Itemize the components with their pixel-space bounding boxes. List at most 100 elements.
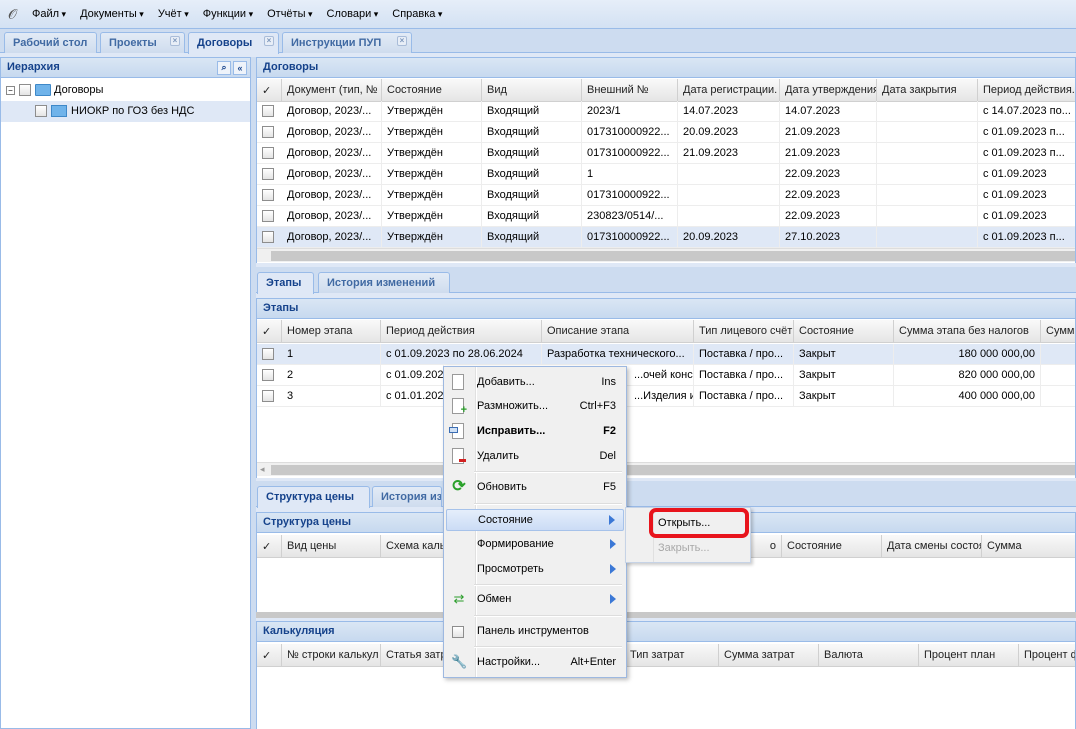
column-header[interactable]: Статья затр xyxy=(381,644,444,667)
row-checkbox[interactable] xyxy=(262,369,274,381)
menu-item-forming[interactable]: Формирование xyxy=(446,534,624,556)
column-header[interactable]: Тип лицевого счёт xyxy=(694,320,794,343)
select-all-checkmark-icon[interactable]: ✓ xyxy=(257,644,282,667)
column-header[interactable]: Тип затрат xyxy=(620,644,719,667)
tab-desktop[interactable]: Рабочий стол xyxy=(4,32,97,53)
close-icon[interactable]: × xyxy=(170,36,180,46)
column-header[interactable]: Сумма этапа без налогов xyxy=(894,320,1041,343)
row-checkbox[interactable] xyxy=(262,105,274,117)
checkbox[interactable] xyxy=(452,626,464,638)
tree-node-child[interactable]: НИОКР по ГОЗ без НДС xyxy=(1,101,250,122)
menu-item-open[interactable]: Открыть... xyxy=(658,517,711,529)
menu-reports[interactable]: Отчёты xyxy=(267,8,312,20)
checkbox[interactable] xyxy=(19,84,31,96)
menu-item-delete[interactable]: Удалить Del xyxy=(446,446,624,468)
column-header[interactable]: № строки калькул xyxy=(282,644,381,667)
column-header[interactable]: Документ (тип, № xyxy=(282,79,382,102)
column-header[interactable]: Период действия... xyxy=(978,79,1075,102)
table-cell xyxy=(877,101,978,122)
column-header[interactable]: Номер этапа xyxy=(282,320,381,343)
binoculars-icon[interactable]: ⌕ xyxy=(217,61,231,75)
close-icon[interactable]: × xyxy=(264,36,274,46)
menu-file[interactable]: Файл xyxy=(32,8,66,20)
menu-item-toolbar[interactable]: Панель инструментов xyxy=(446,621,624,643)
column-header[interactable]: Сумма xyxy=(982,535,1075,558)
table-row[interactable]: 2с 01.09.2023 ...очей конс...Поставка / п… xyxy=(257,365,1075,386)
table-row[interactable]: Договор, 2023/... Утверждён Входящий 017310… xyxy=(257,185,1075,206)
tab-projects[interactable]: Проекты × xyxy=(100,32,185,53)
row-checkbox[interactable] xyxy=(262,168,274,180)
column-header[interactable]: Сумма xyxy=(1041,320,1075,343)
column-header[interactable]: Процент ф xyxy=(1019,644,1075,667)
tab-history[interactable]: История изменений xyxy=(318,272,450,293)
column-header[interactable]: Вид xyxy=(482,79,582,102)
menu-item-settings[interactable]: 🔧 Настройки... Alt+Enter xyxy=(446,652,624,674)
row-checkbox[interactable] xyxy=(262,390,274,402)
column-header[interactable]: Дата регистрации. xyxy=(678,79,780,102)
select-all-checkmark-icon[interactable]: ✓ xyxy=(257,535,282,558)
checkbox[interactable] xyxy=(35,105,47,117)
row-checkbox[interactable] xyxy=(262,126,274,138)
table-cell: с 01.09.2023 по 28.06.2024 xyxy=(381,344,542,365)
splitter[interactable] xyxy=(251,57,256,729)
column-header[interactable]: Дата смены состоя xyxy=(882,535,982,558)
menu-item-refresh[interactable]: ⟳ Обновить F5 xyxy=(446,477,624,499)
menu-item-view[interactable]: Просмотреть xyxy=(446,559,624,581)
menu-documents[interactable]: Документы xyxy=(80,8,144,20)
horizontal-scrollbar[interactable] xyxy=(257,248,1075,262)
table-row[interactable]: Договор, 2023/... Утверждён Входящий 017310… xyxy=(257,143,1075,164)
tab-price-history[interactable]: История из xyxy=(372,486,442,507)
menu-accounting[interactable]: Учёт xyxy=(158,8,189,20)
column-header[interactable]: Описание этапа xyxy=(542,320,694,343)
row-checkbox[interactable] xyxy=(262,348,274,360)
table-cell: Входящий xyxy=(482,164,582,185)
tab-price-structure[interactable]: Структура цены xyxy=(257,486,370,508)
table-row[interactable]: Договор, 2023/... Утверждён Входящий 2023/1… xyxy=(257,101,1075,122)
table-row[interactable]: 3с 01.01.2024 ...Изделия и ...Поставка / … xyxy=(257,386,1075,407)
column-header[interactable]: Валюта xyxy=(819,644,919,667)
row-checkbox[interactable] xyxy=(262,189,274,201)
row-checkbox[interactable] xyxy=(262,231,274,243)
column-header[interactable]: Сумма затрат xyxy=(719,644,819,667)
menu-item-exchange[interactable]: ⇄ Обмен xyxy=(446,589,624,611)
splitter[interactable] xyxy=(256,612,1076,618)
horizontal-scrollbar[interactable]: ◂ xyxy=(257,462,1075,476)
column-header[interactable]: Вид цены xyxy=(282,535,381,558)
table-row[interactable]: Договор, 2023/... Утверждён Входящий 230823… xyxy=(257,206,1075,227)
row-checkbox[interactable] xyxy=(262,210,274,222)
menu-functions[interactable]: Функции xyxy=(203,8,253,20)
collapse-toggle-icon[interactable]: − xyxy=(6,86,15,95)
tree-node-root[interactable]: − Договоры xyxy=(1,80,250,101)
select-all-checkmark-icon[interactable]: ✓ xyxy=(257,79,282,102)
column-header[interactable]: Состояние xyxy=(382,79,482,102)
table-row[interactable]: Договор, 2023/... Утверждён Входящий 017310… xyxy=(257,122,1075,143)
select-all-checkmark-icon[interactable]: ✓ xyxy=(257,320,282,343)
column-header[interactable]: Дата утверждения xyxy=(780,79,877,102)
column-header[interactable]: Состояние xyxy=(794,320,894,343)
tab-instructions[interactable]: Инструкции ПУП × xyxy=(282,32,412,53)
menu-dictionaries[interactable]: Словари xyxy=(327,8,379,20)
column-header[interactable]: Период действия xyxy=(381,320,542,343)
table-row[interactable]: Договор, 2023/... Утверждён Входящий 1 22.09… xyxy=(257,164,1075,185)
column-header[interactable]: о xyxy=(501,535,782,558)
column-header[interactable]: Процент план xyxy=(919,644,1019,667)
menu-item-add[interactable]: Добавить... Ins xyxy=(446,372,624,394)
column-header[interactable]: Дата закрытия xyxy=(877,79,978,102)
menu-help[interactable]: Справка xyxy=(392,8,442,20)
table-cell: 230823/0514/... xyxy=(582,206,678,227)
row-checkbox[interactable] xyxy=(262,147,274,159)
table-cell: с 01.09.2023 xyxy=(978,206,1075,227)
table-row[interactable]: Договор, 2023/... Утверждён Входящий 017310… xyxy=(257,227,1075,248)
tab-contracts[interactable]: Договоры × xyxy=(188,32,279,54)
collapse-icon[interactable]: « xyxy=(233,61,247,75)
menu-item-duplicate[interactable]: + Размножить... Ctrl+F3 xyxy=(446,396,624,418)
table-cell: 21.09.2023 xyxy=(780,143,877,164)
close-icon[interactable]: × xyxy=(397,36,407,46)
column-header[interactable]: Состояние xyxy=(782,535,882,558)
menu-item-state[interactable]: Состояние xyxy=(446,509,624,531)
column-header[interactable]: Внешний № xyxy=(582,79,678,102)
column-header[interactable]: Схема каль xyxy=(381,535,444,558)
menu-item-edit[interactable]: Исправить... F2 xyxy=(446,421,624,443)
tab-stages[interactable]: Этапы xyxy=(257,272,314,294)
